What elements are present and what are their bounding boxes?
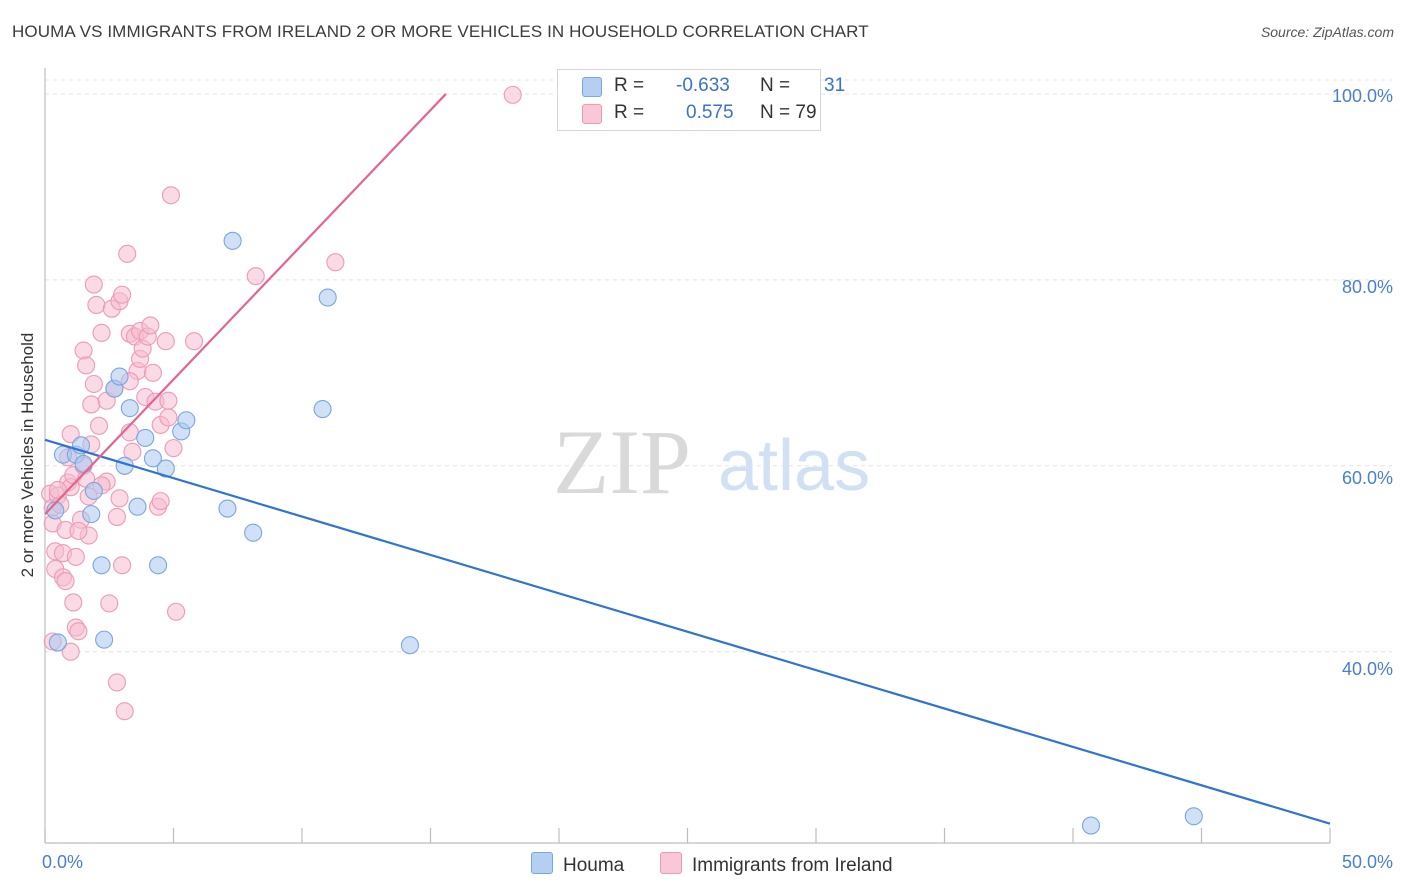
ireland-point [185, 332, 204, 351]
watermark: ZIP atlas [553, 411, 870, 513]
trend-layer [44, 93, 1331, 825]
ireland-point [123, 442, 142, 461]
houma-point [149, 556, 168, 575]
ireland-point [503, 85, 522, 104]
legend-label-houma: Houma [563, 855, 625, 876]
ireland-point [167, 602, 186, 621]
houma-swatch [582, 77, 602, 97]
houma-point [223, 231, 242, 250]
houma-point [1081, 816, 1101, 835]
houma-point [156, 459, 175, 478]
houma-point [82, 505, 101, 524]
ireland-point [161, 186, 180, 205]
houma-point [74, 454, 93, 473]
houma-point [120, 399, 139, 418]
ireland-point [69, 622, 88, 641]
houma-point [1184, 807, 1203, 826]
ireland-point [69, 521, 88, 540]
ireland-point [159, 408, 178, 427]
ireland-point [84, 374, 103, 394]
y-tick-label-100: 100.0% [1331, 86, 1393, 106]
houma-point [318, 288, 337, 307]
ireland-point [74, 341, 93, 360]
ireland-point [82, 395, 101, 414]
ireland-point [87, 295, 106, 315]
ireland-point [115, 702, 134, 721]
ireland-point [66, 547, 85, 566]
houma-point [92, 556, 111, 575]
houma-point [143, 449, 162, 468]
axis-layer [44, 68, 1331, 844]
legend-r-label: R = [614, 75, 645, 96]
houma-point [128, 497, 147, 516]
houma-point [110, 367, 129, 386]
ireland-point [61, 425, 80, 444]
source-credit: Source: ZipAtlas.com [1260, 24, 1394, 40]
houma-point [84, 481, 103, 500]
ireland-point [89, 416, 109, 435]
ireland-point [246, 267, 265, 286]
houma-trend-line [44, 438, 1331, 825]
y-tick-label-80: 80.0% [1341, 277, 1393, 297]
houma-point [400, 636, 419, 655]
chart-title: HOUMA VS IMMIGRANTS FROM IRELAND 2 OR MO… [12, 22, 869, 41]
y-tick-label-40: 40.0% [1341, 659, 1393, 679]
houma-point [244, 523, 263, 542]
ireland-point [61, 642, 80, 661]
ireland-point [48, 480, 67, 500]
x-tick-label-50: 50.0% [1341, 852, 1393, 872]
ireland-point [326, 253, 345, 272]
houma-point [313, 400, 332, 419]
houma-point [48, 633, 67, 652]
ireland-point [164, 439, 183, 458]
ireland-point [84, 275, 103, 294]
ireland-point [113, 285, 132, 304]
ireland-swatch [582, 104, 602, 124]
ireland-point [64, 593, 83, 612]
ireland-point [56, 572, 75, 591]
legend-item-ireland: Immigrants from Ireland [660, 852, 893, 877]
legend-label-ireland: Immigrants from Ireland [692, 855, 893, 876]
ireland-point [141, 316, 160, 335]
legend-n-label: N = 79 [760, 102, 817, 123]
ireland-legend-swatch [660, 852, 682, 874]
ireland-point [143, 363, 162, 382]
legend-n-label: N = [760, 75, 791, 96]
houma-point [218, 499, 237, 518]
ireland-point [107, 507, 127, 526]
houma-point [177, 411, 196, 430]
ireland-point [159, 391, 178, 410]
ireland-point [92, 323, 111, 342]
ireland-point [107, 673, 127, 692]
legend-r-label: R = [614, 102, 645, 123]
x-tick-label-0: 0.0% [42, 852, 84, 872]
ireland-point [110, 489, 129, 508]
ireland-point [151, 492, 170, 511]
y-tick-label-60: 60.0% [1341, 468, 1393, 488]
grid-layer [45, 79, 1392, 653]
houma-point [136, 428, 155, 447]
houma-legend-swatch [531, 852, 553, 874]
y-axis-label: 2 or more Vehicles in Household [18, 332, 37, 578]
ireland-point [156, 332, 175, 351]
ireland-trend-line [44, 93, 447, 515]
watermark-zip: ZIP [553, 411, 691, 513]
legend-n-value: 31 [824, 75, 846, 96]
legend-r-value: 0.575 [686, 102, 734, 123]
legend-item-houma: Houma [531, 852, 624, 877]
points-layer [41, 85, 1203, 835]
ireland-point [113, 556, 132, 575]
houma-point [95, 630, 114, 649]
ireland-point [77, 356, 96, 375]
ireland-point [118, 244, 137, 263]
watermark-atlas: atlas [718, 426, 870, 506]
legend-r-value: -0.633 [676, 75, 730, 96]
ireland-point [100, 594, 119, 613]
correlation-legend: R = -0.633 N = 31 R = 0.575 N = 79 [557, 69, 845, 131]
